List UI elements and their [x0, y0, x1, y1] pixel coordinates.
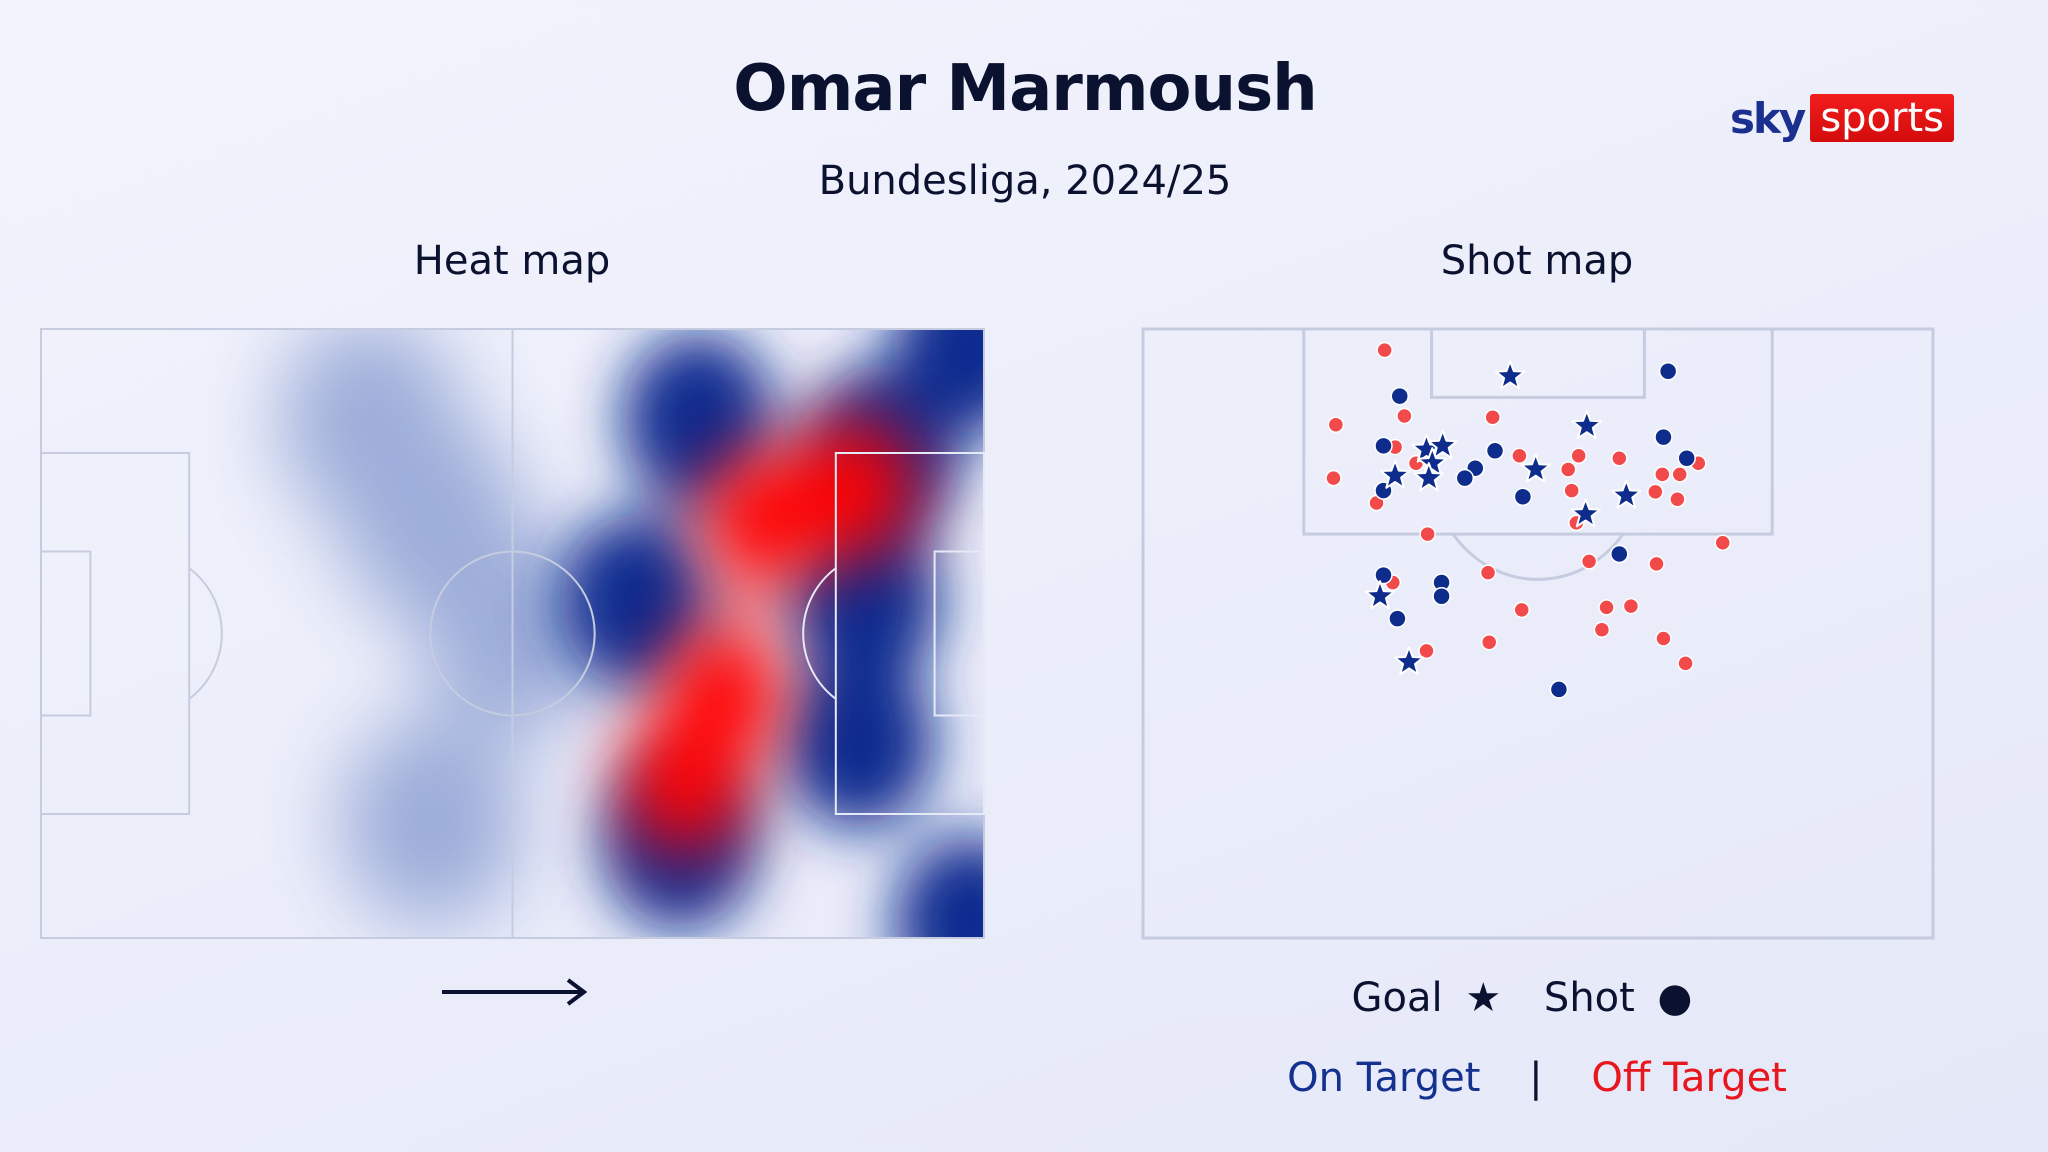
off-target-shot — [1419, 525, 1436, 543]
circle-icon: ● — [1657, 975, 1693, 1021]
right-six-yard-box — [935, 551, 984, 715]
legend-goal-label: Goal — [1351, 975, 1443, 1021]
off-target-shot — [1484, 408, 1501, 426]
on-target-shot — [1485, 441, 1505, 461]
on-target-shot — [1374, 436, 1393, 456]
heat-map-pitch-lines — [41, 329, 984, 938]
off-target-shot — [1647, 483, 1664, 501]
shot-map-title: Shot map — [1440, 238, 1634, 284]
off-target-shot — [1325, 469, 1342, 487]
heat-hotspot-high — [622, 710, 749, 855]
sky-sports-logo: sky sports — [1730, 93, 1954, 143]
legend-shot-label: Shot — [1543, 975, 1635, 1021]
goal-star — [1571, 409, 1603, 440]
off-target-shot — [1671, 466, 1688, 483]
page-subtitle: Bundesliga, 2024/25 — [818, 158, 1232, 204]
six-yard-box — [1430, 327, 1646, 399]
left-six-yard-box — [41, 551, 90, 715]
on-target-shot — [1677, 449, 1696, 468]
on-target-shot — [1374, 565, 1393, 585]
right-penalty-arc — [803, 568, 836, 699]
legend-on-target: On Target — [1287, 1055, 1481, 1101]
page-title: Omar Marmoush — [733, 52, 1317, 126]
off-target-shot — [1513, 601, 1530, 619]
left-penalty-box — [41, 453, 189, 814]
off-target-shot — [1593, 621, 1611, 639]
pitch-outline — [1141, 327, 1935, 940]
logo-sky: sky — [1730, 93, 1806, 143]
goal-star — [1427, 429, 1458, 459]
off-target-shot — [1327, 416, 1345, 433]
legend-shape: Goal ★ Shot ● — [1237, 975, 1837, 1021]
star-icon: ★ — [1465, 975, 1502, 1021]
on-target-shot — [1549, 680, 1569, 699]
off-target-shot — [1580, 553, 1598, 570]
on-target-shot — [1654, 427, 1673, 447]
off-target-shot — [1669, 491, 1686, 508]
heat-hotspot-mid — [560, 513, 713, 689]
off-target-shot — [1622, 597, 1640, 615]
on-target-shot — [1388, 609, 1407, 628]
off-target-shot — [1479, 564, 1497, 581]
off-target-shot — [1376, 341, 1393, 359]
logo-sports: sports — [1810, 94, 1954, 142]
on-target-shot — [1513, 487, 1533, 507]
off-target-shot — [1611, 450, 1628, 467]
goal-star — [1520, 453, 1551, 483]
heat-hotspot-mid — [781, 654, 935, 830]
off-target-shot — [1511, 447, 1528, 465]
off-target-shot — [1480, 633, 1498, 651]
shot-map-pitch-lines — [1141, 327, 1935, 940]
legend-separator: | — [1529, 1055, 1543, 1101]
goal-star — [1417, 447, 1448, 477]
off-target-shot — [1714, 534, 1731, 552]
legend-off-target: Off Target — [1591, 1055, 1787, 1101]
goal-star — [1379, 459, 1411, 489]
heat-hotspot-mid — [894, 835, 984, 938]
center-circle — [430, 552, 594, 716]
off-target-shot — [1648, 555, 1665, 573]
goal-star — [1413, 462, 1445, 492]
off-target-shot — [1598, 599, 1615, 616]
heat-map-title: Heat map — [413, 238, 611, 284]
legend-color: On Target | Off Target — [1237, 1055, 1837, 1101]
direction-arrow-icon — [442, 978, 588, 1006]
goal-star — [1611, 479, 1642, 509]
goal-star — [1393, 646, 1425, 676]
off-target-shot — [1418, 642, 1435, 660]
off-target-shot — [1677, 655, 1694, 672]
off-target-shot — [1655, 630, 1672, 647]
heat-hotspot-high — [790, 416, 916, 561]
heat-hotspot-low — [341, 718, 522, 925]
heat-map — [41, 329, 984, 938]
goal-star — [1364, 580, 1396, 610]
off-target-shot — [1396, 407, 1413, 425]
penalty-arc — [1451, 533, 1625, 581]
goal-star — [1494, 360, 1526, 390]
shot-map — [1141, 327, 1935, 940]
on-target-shot — [1455, 468, 1475, 488]
on-target-shot — [1610, 544, 1629, 564]
on-target-shot — [1390, 386, 1409, 406]
off-target-shot — [1654, 466, 1671, 483]
off-target-shot — [1563, 482, 1580, 499]
on-target-shot — [1658, 362, 1678, 381]
heat-hotspot-mid — [788, 513, 941, 689]
goal-star — [1570, 498, 1601, 528]
left-penalty-arc — [189, 568, 222, 699]
on-target-shot — [1432, 586, 1451, 606]
off-target-shot — [1559, 461, 1577, 478]
off-target-shot — [1570, 447, 1587, 465]
